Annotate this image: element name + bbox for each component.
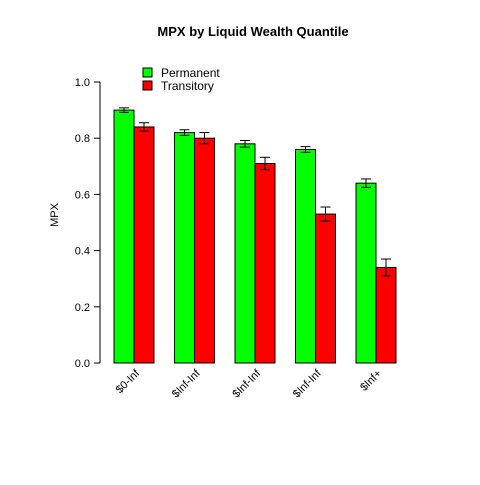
x-tick-label: $Inf-Inf [170,367,203,400]
legend-swatch-transitory [142,80,153,91]
legend-label-transitory: Transitory [161,79,214,93]
y-tick-label: 1.0 [75,77,90,89]
y-tick-label: 0.2 [75,302,90,314]
bar-permanent [174,132,195,364]
x-tick-label: $Inf-Inf [291,367,324,400]
bar-permanent [113,109,135,364]
bar-permanent [355,182,377,364]
bar-transitory [375,266,397,364]
bar-transitory [254,162,276,364]
bar-permanent [234,143,256,364]
bar-transitory [315,213,336,364]
y-tick-label: 0.8 [75,133,90,145]
legend-swatch-permanent [142,67,153,78]
y-tick-label: 0.6 [75,189,90,201]
y-axis: 0.0 0.2 0.4 0.6 0.8 1.0 [75,77,101,370]
y-axis-label: MPX [49,202,61,227]
y-tick-label: 0.0 [75,358,90,370]
bars-group [113,107,397,364]
bar-transitory [194,137,215,364]
bar-permanent [295,148,316,364]
x-tick-label: $Inf-Inf [230,367,263,400]
chart-title: MPX by Liquid Wealth Quantile [157,24,348,39]
bar-transitory [133,126,155,364]
x-tick-label: $Inf+ [358,368,384,394]
y-tick-label: 0.4 [75,246,90,258]
legend-label-permanent: Permanent [161,66,220,80]
x-axis: $0-Inf $Inf-Inf $Inf-Inf $Inf-Inf $Inf+ [114,367,384,400]
x-tick-label: $0-Inf [114,367,143,396]
